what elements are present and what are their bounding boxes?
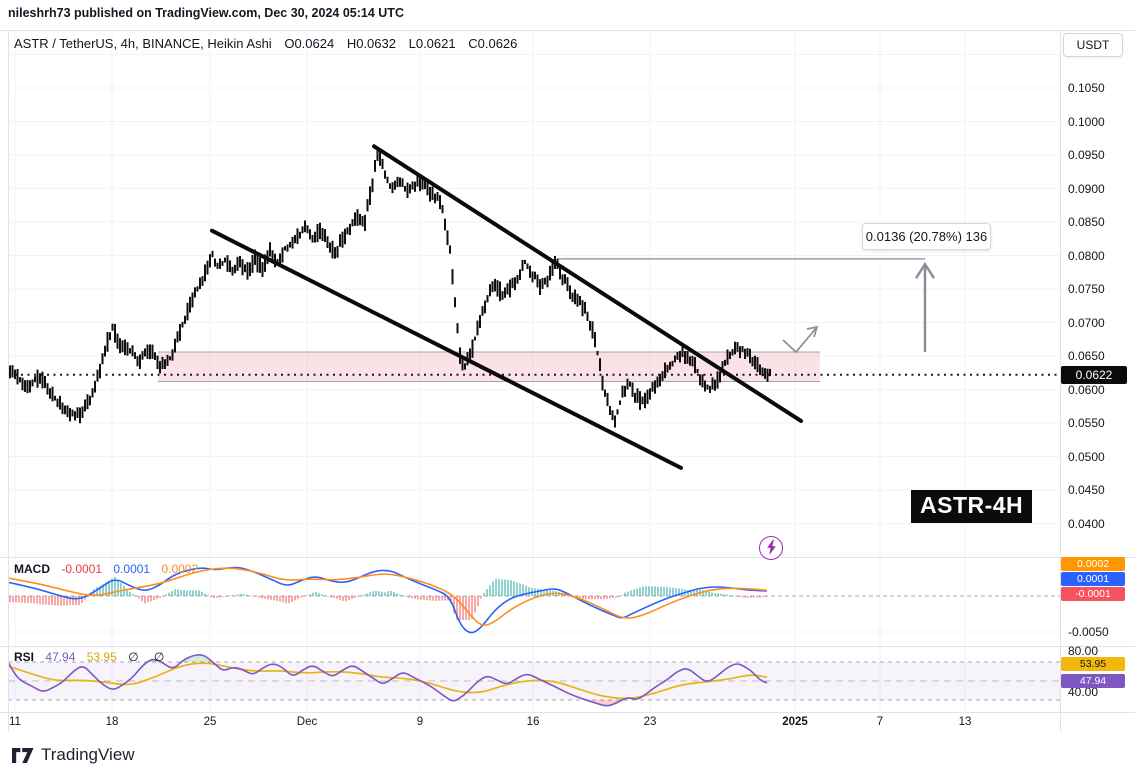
time-label: 16	[526, 716, 540, 728]
macd-histogram	[9, 576, 767, 620]
time-label: 9	[416, 716, 424, 728]
symbol-title[interactable]: ASTR / TetherUS, 4h, BINANCE, Heikin Ash…	[14, 36, 272, 51]
rsi-axis-partial-tick: 40.00	[1068, 685, 1099, 699]
rsi-name[interactable]: RSI	[14, 650, 35, 664]
macd-separator[interactable]	[0, 557, 1135, 558]
price-tick: 0.0550	[1068, 416, 1105, 430]
rsi-separator[interactable]	[0, 646, 1135, 647]
price-pane[interactable]	[8, 30, 1060, 557]
footer: TradingView	[0, 732, 1135, 777]
ohlc-low: L0.0621	[408, 36, 456, 51]
last-price-badge: 0.0622	[1061, 365, 1127, 384]
macd-line-value: 0.0001	[113, 562, 151, 576]
macd-signal-badge: 0.0002	[1061, 557, 1125, 571]
pane-border-top	[0, 30, 1135, 31]
rsi-axis-high-tick: 80.00	[1068, 644, 1099, 658]
measure-arrow	[558, 257, 936, 352]
time-axis[interactable]: 11 18 25 Dec 9 16 23 2025 7 13	[8, 712, 1060, 732]
macd-axis-low-tick: -0.0050	[1068, 625, 1109, 639]
rsi-ma-value: 53.95	[86, 650, 117, 664]
lightning-icon	[766, 539, 776, 555]
bounce-arrow	[782, 325, 819, 354]
price-tick: 0.1050	[1068, 81, 1105, 95]
candles	[9, 147, 771, 428]
rsi-line	[8, 654, 768, 707]
price-tick: 0.0650	[1068, 349, 1105, 363]
price-tick: 0.0450	[1068, 483, 1105, 497]
macd-signal-value: 0.0002	[161, 562, 199, 576]
price-scale-border	[1060, 30, 1061, 732]
ohlc-close: C0.0626	[468, 36, 518, 51]
time-label: 7	[876, 716, 884, 728]
support-zone	[158, 351, 820, 382]
price-tick: 0.0400	[1068, 516, 1105, 531]
tradingview-brand-text: TradingView	[41, 745, 135, 764]
price-tick: 0.0600	[1068, 382, 1105, 397]
time-label: 25	[203, 716, 217, 728]
macd-hist-badge: -0.0001	[1061, 587, 1125, 601]
price-tick: 0.1000	[1068, 114, 1105, 129]
time-label: Dec	[296, 716, 318, 728]
currency-toggle-button[interactable]: USDT	[1063, 33, 1123, 57]
rsi-legend: RSI 47.94 53.95 ∅ ∅	[14, 650, 170, 664]
pane-border-left	[8, 30, 9, 732]
tradingview-logo-icon	[12, 747, 34, 763]
price-tick: 0.0750	[1068, 282, 1105, 296]
price-scale[interactable]: USDT 0.1050 0.1000 0.0950 0.0900 0.0850 0.080…	[1060, 30, 1135, 732]
macd-line	[8, 566, 768, 634]
price-tick: 0.0700	[1068, 315, 1105, 330]
chart-watermark-label[interactable]: ASTR-4H	[911, 490, 1033, 523]
time-label: 11	[9, 716, 21, 728]
rsi-empty-values: ∅ ∅	[128, 650, 171, 664]
rsi-overbought-fill	[8, 654, 213, 662]
time-axis-border	[0, 712, 1135, 713]
rsi-value-badge: 47.94	[1061, 674, 1125, 688]
rsi-value: 47.94	[45, 650, 76, 664]
ohlc-high: H0.0632	[346, 36, 396, 51]
trendline-lower-channel	[210, 228, 683, 470]
trendline-upper-channel	[372, 144, 803, 423]
macd-legend: MACD -0.0001 0.0001 0.0002	[14, 562, 206, 576]
time-label: 2025	[782, 716, 808, 728]
price-measure-annotation[interactable]: 0.0136 (20.78%) 136	[862, 223, 991, 250]
symbol-title-row: ASTR / TetherUS, 4h, BINANCE, Heikin Ash…	[14, 36, 517, 51]
macd-line-badge: 0.0001	[1061, 572, 1125, 586]
lightning-button[interactable]	[759, 536, 783, 560]
macd-pane[interactable]	[8, 557, 1060, 646]
time-label: 18	[105, 716, 119, 728]
macd-signal-line	[8, 567, 768, 626]
publish-attribution: nileshrh73 published on TradingView.com,…	[8, 6, 404, 20]
price-tick: 0.0850	[1068, 215, 1105, 229]
tradingview-logo[interactable]: TradingView	[12, 745, 135, 765]
rsi-pane[interactable]	[8, 646, 1060, 712]
time-label: 23	[643, 716, 657, 728]
price-tick: 0.0500	[1068, 449, 1105, 464]
macd-hist-value: -0.0001	[61, 562, 103, 576]
time-label: 13	[958, 716, 972, 728]
macd-name[interactable]: MACD	[14, 562, 50, 576]
rsi-ma-badge: 53.95	[1061, 657, 1125, 671]
ohlc-open: O0.0624	[284, 36, 335, 51]
price-tick: 0.0800	[1068, 248, 1105, 263]
price-tick: 0.0900	[1068, 181, 1105, 196]
price-tick: 0.0950	[1068, 148, 1105, 162]
